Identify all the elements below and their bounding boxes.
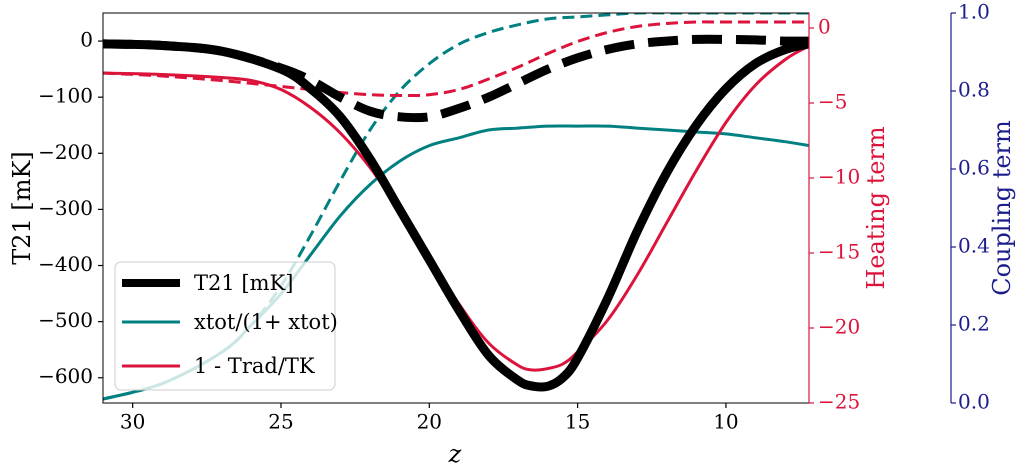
x-tick-label: 10 — [713, 410, 738, 434]
legend: T21 [mK] xtot/(1+ xtot) 1 - Trad/TK — [114, 261, 338, 391]
x-tick-label: 15 — [565, 410, 590, 434]
y-tick-label-heating: −15 — [818, 240, 860, 264]
y-tick-label-left: −200 — [38, 140, 93, 164]
y-tick-label-heating: −5 — [818, 90, 847, 114]
y-tick-label-left: −100 — [38, 84, 93, 108]
y-tick-label-left: −400 — [38, 252, 93, 276]
y-tick-label-heating: −20 — [818, 315, 860, 339]
y-axis-label-coupling: Coupling term — [988, 120, 1016, 296]
y-axis-label-heating: Heating term — [862, 126, 890, 290]
series-line-left-dashed — [103, 34, 809, 123]
axis-ticks: 30 25 20 15 10 0 −100 −200 −300 −400 −500 −600 0 −5 −1… — [38, 0, 990, 434]
x-tick-label: 25 — [268, 410, 293, 434]
plot-area — [103, 13, 809, 401]
y-tick-label-heating: −10 — [818, 165, 860, 189]
legend-box — [114, 261, 336, 391]
y-axis-label-left: T21 [mK] — [8, 151, 36, 265]
series-line-heating-dashed — [103, 20, 809, 98]
y-tick-label-coupling: 1.0 — [958, 0, 990, 24]
x-tick-label: 30 — [120, 410, 145, 434]
y-tick-label-left: −600 — [38, 364, 93, 388]
y-tick-label-coupling: 0.4 — [958, 234, 990, 258]
y-tick-label-left: 0 — [80, 28, 93, 52]
legend-label-heating: 1 - Trad/TK — [194, 354, 315, 378]
y-tick-label-left: −500 — [38, 308, 93, 332]
series-line-heating-solid — [103, 44, 809, 372]
x-axis-label: z — [448, 440, 462, 468]
y-tick-label-coupling: 0.8 — [958, 78, 990, 102]
legend-label-t21: T21 [mK] — [194, 271, 293, 295]
series-line-left-solid — [103, 39, 809, 392]
legend-label-coupling: xtot/(1+ xtot) — [194, 310, 338, 334]
y-tick-label-coupling: 0.2 — [958, 312, 990, 336]
y-tick-label-coupling: 0.0 — [958, 390, 990, 414]
y-tick-label-heating: −25 — [818, 390, 860, 414]
x-tick-label: 20 — [417, 410, 442, 434]
y-tick-label-left: −300 — [38, 196, 93, 220]
y-tick-label-heating: 0 — [818, 15, 831, 39]
y-tick-label-coupling: 0.6 — [958, 156, 990, 180]
